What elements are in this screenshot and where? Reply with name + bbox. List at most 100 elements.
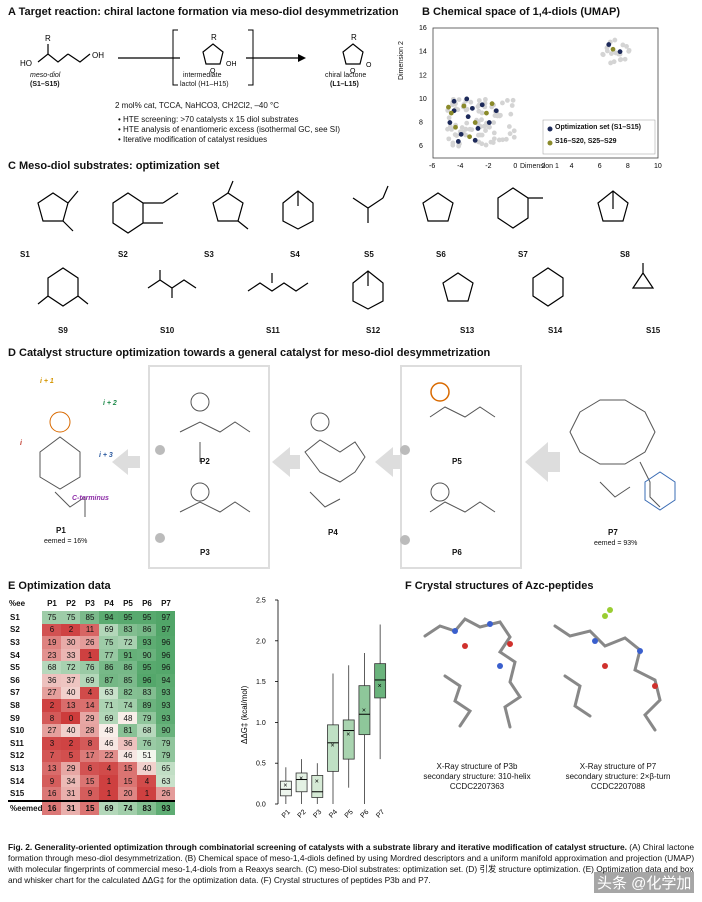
figure-caption: Fig. 2. Generality-oriented optimization… [8,842,696,886]
row-label: S13 [8,762,43,775]
mean-marker: × [362,708,366,715]
ee-cell: 34 [61,774,81,788]
ee-cell: 91 [118,648,138,662]
ee-cell: 9 [80,787,100,801]
label-s13: S13 [460,326,475,335]
x-tick-label: P7 [375,809,386,820]
bullet-3: • Iterative modification of catalyst res… [118,135,268,144]
box-p1 [279,780,292,797]
col-p1: P1 [47,599,57,608]
bullet-2: • HTE analysis of enantiomeric excess (i… [118,125,340,134]
ee-cell: 13 [61,699,81,712]
panel-c-title: C Meso-diol substrates: optimization set [8,160,220,172]
label-s10: S10 [160,326,175,335]
ee-cell: 2 [61,623,81,637]
ee-cell: 93 [156,800,176,815]
svg-text:6: 6 [419,143,423,150]
caption-bold: Fig. 2. Generality-oriented optimization… [8,842,627,852]
cat-p5: P5 [452,457,462,466]
ee-cell: 29 [61,762,81,775]
label-s9: S9 [58,326,68,335]
row-label: S8 [8,699,43,712]
lactol-label: lactol (H1–H15) [180,81,229,88]
ee-cell: 71 [99,699,119,712]
ee-cell: 95 [137,611,157,624]
y-tick-label: 2.0 [256,638,266,645]
svg-text:6: 6 [598,163,602,170]
meso-diol-label: meso-diol [30,72,61,79]
svg-text:14: 14 [419,49,427,56]
substrate-labels-row1: S1 S2 S3 S4 S5 S6 S7 S8 [0,250,702,262]
label-s3: S3 [204,250,214,259]
ee-cell: 37 [61,673,81,687]
ee-cell: 63 [156,774,176,788]
bullet-1: • HTE screening: >70 catalysts x 15 diol… [118,115,299,124]
ee-cell: 2 [61,736,81,750]
meso-diol-ids: (S1–S15) [30,81,60,88]
mean-marker: × [315,779,319,786]
row-label: S10 [8,724,43,737]
panel-b-title: B Chemical space of 1,4-diols (UMAP) [422,6,621,18]
cat-p2: P2 [200,457,210,466]
row-label: S6 [8,673,43,687]
panel-a-bullets: • HTE screening: >70 catalysts x 15 diol… [118,115,340,145]
ee-cell: 28 [80,724,100,737]
label-s6: S6 [436,250,446,259]
label-cterm: C-terminus [72,495,109,502]
row-label: S5 [8,661,43,674]
ee-cell: 95 [118,611,138,624]
ee-cell: 40 [61,724,81,737]
ee-cell: 40 [61,686,81,700]
lactone-ids: (L1–L15) [330,81,359,88]
ee-cell: 26 [156,787,176,801]
ee-cell: 81 [118,724,138,737]
ee-cell: 96 [137,673,157,687]
xray-p7: X-Ray structure of P7 secondary structur… [548,762,688,792]
ee-cell: 6 [80,762,100,775]
col-p5: P5 [123,599,133,608]
row-label: S2 [8,623,43,637]
ee-cell: 30 [61,636,81,649]
xray-p3b: X-Ray structure of P3b secondary structu… [412,762,542,792]
svg-text:2: 2 [542,163,546,170]
box-p5 [342,719,355,760]
svg-text:-2: -2 [485,163,491,170]
ee-cell: 46 [99,736,119,750]
y-tick-label: 0.5 [256,761,266,768]
ee-cell: 85 [118,673,138,687]
svg-text:O: O [210,68,216,75]
label-s4: S4 [290,250,300,259]
xray-p3b-title: X-Ray structure of P3b [436,762,518,771]
x-tick-label: P1 [281,809,292,820]
substrate-labels-row2: S9 S10 S11 S12 S13 S14 S15 [0,326,702,338]
x-tick-label: P4 [328,809,339,820]
row-label: S11 [8,736,43,750]
ee-cell: 68 [42,661,62,674]
y-tick-label: 0.0 [256,802,266,809]
table-row: S8 2 13 14 71 74 89 93 [8,699,176,712]
ee-cell: 15 [80,800,100,815]
ee-cell: 1 [80,648,100,662]
ee-cell: 36 [118,736,138,750]
ee-cell: 69 [99,623,119,637]
ee-cell: 14 [80,699,100,712]
ee-cell: 79 [137,711,157,725]
svg-text:OH: OH [92,51,104,60]
ee-cell: 83 [118,623,138,637]
ee-cell: 20 [118,787,138,801]
ee-cell: 87 [99,673,119,687]
ee-cell: 1 [137,787,157,801]
cat-p4: P4 [328,528,338,537]
ee-cell: 15 [118,762,138,775]
svg-text:0: 0 [513,163,517,170]
ee-cell: 65 [156,762,176,775]
row-label: S14 [8,774,43,788]
ee-cell: 74 [118,800,138,815]
caption-text: (A) Chiral lactone formation through mes… [8,842,695,885]
xray-p3b-structure: secondary structure: 310-helix [423,772,531,781]
catalyst-structures [39,382,676,545]
col-p7: P7 [161,599,171,608]
ee-cell: 68 [137,724,157,737]
mean-marker: × [346,731,350,738]
svg-text:10: 10 [419,96,427,103]
